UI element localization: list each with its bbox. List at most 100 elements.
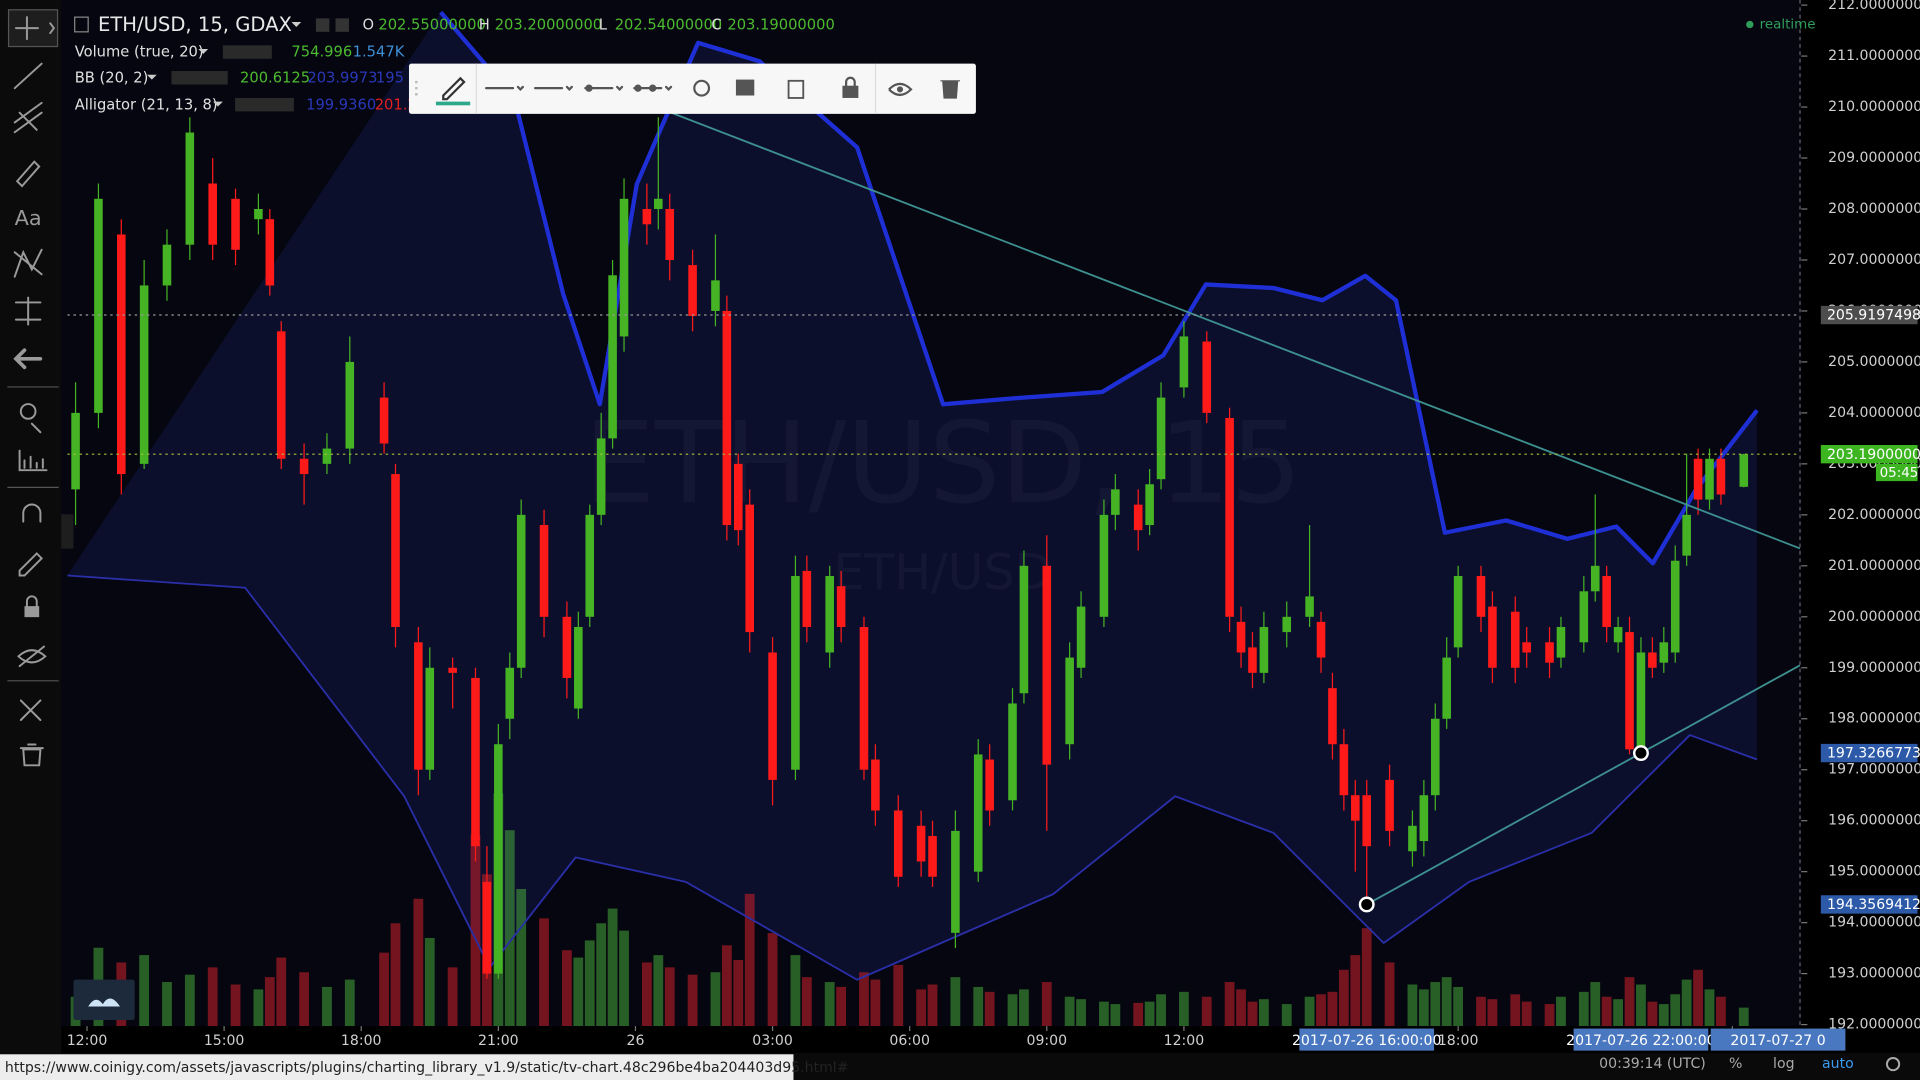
volume-bar: [836, 986, 847, 1027]
axes: 192.00000000 193.00000000 194.00000000 195.…: [0, 0, 1920, 1054]
candle-body: [1556, 626, 1566, 658]
candle-body: [1008, 703, 1017, 801]
legend-value: 754.996: [291, 44, 352, 61]
auto-button[interactable]: auto: [1822, 1056, 1854, 1072]
caret[interactable]: [291, 22, 302, 27]
legend-icon[interactable]: [335, 18, 349, 32]
candle-body: [836, 586, 846, 627]
volume-bar: [1350, 955, 1361, 1027]
volume-bar: [470, 835, 481, 1027]
bars-tool[interactable]: [18, 449, 48, 472]
candle-body: [1282, 616, 1292, 633]
volume-bar: [1716, 996, 1726, 1027]
back-tool[interactable]: [13, 348, 43, 370]
ohlc-label: C: [711, 17, 721, 34]
candle-body: [71, 412, 80, 490]
countdown: 05:45: [1880, 466, 1919, 481]
caret[interactable]: [213, 101, 223, 107]
percent-button[interactable]: %: [1729, 1056, 1742, 1072]
candle-body: [619, 198, 629, 337]
legend-icon[interactable]: [315, 18, 330, 32]
candle-body: [1076, 606, 1086, 668]
volume-bar: [916, 989, 927, 1027]
volume-bar: [733, 960, 744, 1027]
candle-body: [1385, 779, 1394, 831]
line-style-button[interactable]: [534, 85, 573, 91]
legend-icons[interactable]: [171, 71, 228, 85]
collapse-toggle[interactable]: [61, 514, 74, 549]
volume-bar: [1510, 994, 1521, 1027]
candle-body: [1339, 744, 1349, 796]
candle-body: [1602, 576, 1611, 627]
pattern-tool[interactable]: [13, 248, 43, 278]
trend-line: [1366, 664, 1800, 906]
tools-settings[interactable]: [19, 699, 42, 721]
line-color-button[interactable]: [442, 76, 466, 101]
line-width-button[interactable]: [485, 85, 524, 91]
candle-body: [1351, 795, 1360, 821]
candle-body: [722, 310, 732, 526]
candle-body: [139, 285, 149, 464]
volume-bar: [1647, 1001, 1658, 1027]
text-tool[interactable]: Aa: [15, 206, 42, 230]
candle-body: [1225, 417, 1234, 617]
watermark-small: ETH/USD: [833, 544, 1052, 601]
volume-bar: [1613, 999, 1623, 1027]
candle-body: [162, 244, 172, 286]
candle-body: [768, 652, 777, 780]
alligator-legend-title[interactable]: Alligator (21, 13, 8): [75, 96, 218, 113]
brand-logo[interactable]: [73, 979, 135, 1020]
x-highlight-label: 2017-07-27 0: [1730, 1033, 1825, 1049]
lock-button[interactable]: [842, 85, 859, 98]
arrange-button[interactable]: [735, 79, 755, 96]
lock-tool[interactable]: [24, 606, 40, 618]
volume-bar: [344, 979, 355, 1027]
settings-button[interactable]: [1885, 1056, 1901, 1072]
volume-bar: [1041, 982, 1052, 1027]
log-button[interactable]: log: [1773, 1056, 1794, 1072]
volume-legend-title[interactable]: Volume (true, 20): [75, 44, 204, 61]
volume-bar: [1441, 977, 1452, 1027]
indicator-line: [67, 574, 1758, 981]
settings-button[interactable]: [693, 79, 711, 97]
volume-bar: [1338, 969, 1349, 1027]
fib-tool[interactable]: [13, 101, 43, 134]
candle-body: [585, 514, 595, 617]
url-box: [0, 1054, 794, 1080]
bb-legend-title[interactable]: BB (20, 2): [75, 69, 149, 86]
volume-bar: [1521, 1001, 1532, 1027]
stay-drawing-tool[interactable]: [18, 552, 44, 577]
brand-icon: [88, 998, 120, 1007]
brush-tool[interactable]: [15, 160, 41, 188]
magnet-tool[interactable]: [22, 503, 42, 523]
candle-body: [1693, 458, 1703, 500]
zoom-tool[interactable]: [30, 422, 42, 434]
clone-button[interactable]: [787, 79, 805, 99]
x-tick-label: 18:00: [1438, 1033, 1479, 1049]
visibility-button[interactable]: [888, 82, 913, 96]
volume-bar: [1624, 977, 1635, 1027]
ohlc-value: 203.20000000: [495, 17, 602, 34]
legend-icons[interactable]: [222, 45, 272, 59]
candle-body: [654, 198, 663, 209]
x-tick-label: 21:00: [478, 1033, 519, 1049]
caret[interactable]: [146, 74, 157, 80]
legend-icons[interactable]: [235, 97, 294, 112]
volume-bar: [1304, 996, 1315, 1027]
delete-tool[interactable]: [19, 743, 44, 767]
measure-tool[interactable]: [14, 296, 42, 326]
y-tick-label: 195.00000000: [1828, 864, 1920, 880]
symbol[interactable]: ETH/USD, 15, GDAX: [98, 13, 292, 36]
delete-button[interactable]: [940, 80, 960, 99]
caret[interactable]: [198, 48, 209, 54]
candle-body: [1716, 458, 1726, 495]
status: realtime: [1760, 17, 1816, 32]
symbol-icon: [74, 16, 89, 33]
hide-tool[interactable]: [17, 645, 47, 668]
trend-line-tool[interactable]: [13, 62, 43, 90]
candle-body: [688, 265, 697, 317]
crosshair-tool[interactable]: [7, 9, 59, 48]
lock-icon: [25, 595, 38, 608]
y-tick-label: 207.00000000: [1828, 252, 1920, 268]
candle-body: [1579, 591, 1589, 643]
